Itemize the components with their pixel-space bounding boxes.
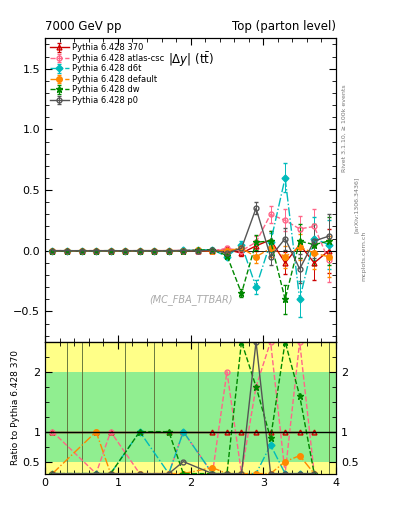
Text: $|\Delta y|$ (t$\bar{\rm t}$): $|\Delta y|$ (t$\bar{\rm t}$) — [167, 51, 214, 69]
Bar — [45, 342, 336, 372]
Legend: Pythia 6.428 370, Pythia 6.428 atlas-csc, Pythia 6.428 d6t, Pythia 6.428 default: Pythia 6.428 370, Pythia 6.428 atlas-csc… — [50, 42, 165, 106]
Text: 7000 GeV pp: 7000 GeV pp — [45, 20, 122, 33]
Text: (MC_FBA_TTBAR): (MC_FBA_TTBAR) — [149, 294, 232, 305]
Y-axis label: Ratio to Pythia 6.428 370: Ratio to Pythia 6.428 370 — [11, 350, 20, 465]
Bar — [45, 462, 336, 474]
Text: Top (parton level): Top (parton level) — [232, 20, 336, 33]
Text: Rivet 3.1.10, ≥ 100k events: Rivet 3.1.10, ≥ 100k events — [342, 84, 347, 172]
Text: [arXiv:1306.3436]: [arXiv:1306.3436] — [354, 177, 359, 233]
Text: mcplots.cern.ch: mcplots.cern.ch — [362, 231, 367, 281]
